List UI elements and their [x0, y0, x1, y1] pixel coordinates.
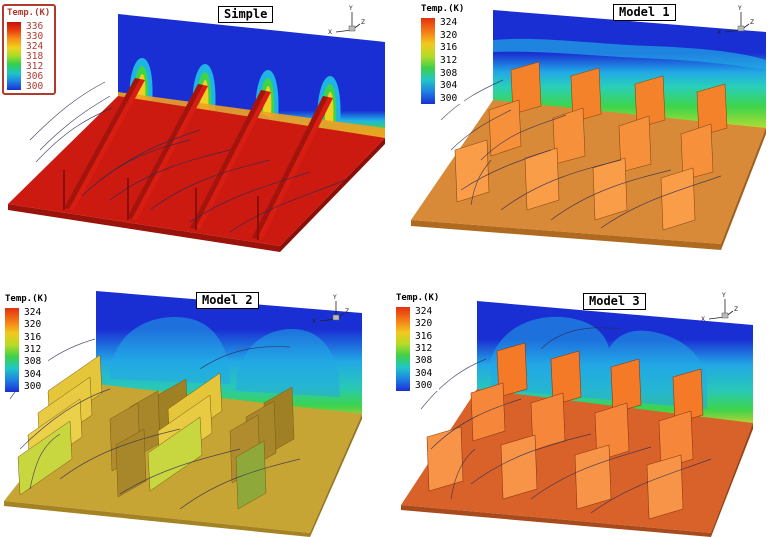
legend-tick: 312: [415, 342, 433, 354]
legend-tick: 316: [24, 331, 42, 343]
fins: [17, 354, 295, 510]
axis-x-label: X: [328, 29, 332, 36]
panel-title: Simple: [218, 6, 274, 23]
axis-y-label: Y: [332, 294, 337, 301]
legend-tick: 304: [24, 368, 42, 380]
axis-triad: Y X Z: [717, 5, 754, 36]
axis-z-label: Z: [345, 308, 349, 315]
legend-tick: 318: [26, 51, 44, 62]
legend-tick: 320: [415, 318, 433, 330]
floor: [8, 96, 385, 246]
temperature-legend: Temp.(K) 324 320 316 312 308 304 300: [5, 294, 49, 392]
axis-x-label: X: [717, 29, 721, 36]
panel-title: Model 3: [583, 293, 646, 310]
model-2-contour-plot: Y X Z: [4, 291, 362, 537]
axis-z-label: Z: [361, 19, 365, 26]
fins: [454, 61, 728, 231]
axis-triad: Y X Z: [701, 292, 738, 323]
fins: [426, 342, 704, 520]
legend-tick: 316: [415, 330, 433, 342]
legend-tick: 300: [415, 379, 433, 391]
legend-tick: 336: [26, 21, 44, 32]
model-3-contour-plot: Y X Z: [401, 292, 753, 537]
legend-tick: 304: [440, 80, 458, 92]
streamlines: [29, 81, 346, 233]
axis-x-label: X: [701, 316, 705, 323]
legend-tick: 308: [415, 355, 433, 367]
panel-model-3: Y X Z Model 3 Temp.(K) 324 320 316 312 3…: [391, 269, 782, 537]
fins: [63, 78, 333, 240]
legend-tick: 330: [26, 31, 44, 42]
legend-tick: 316: [440, 42, 458, 54]
legend-tick: 312: [26, 61, 44, 72]
legend-tick: 320: [24, 319, 42, 331]
colorbar: [396, 307, 410, 391]
temperature-legend: Temp.(K) 324 320 316 312 308 304 300: [396, 293, 440, 391]
temperature-legend: Temp.(K) 336 330 324 318 312 306 300: [2, 4, 57, 95]
temperature-legend: Temp.(K) 324 320 316 312 308 304 300: [421, 4, 465, 104]
axis-x-label: X: [312, 318, 316, 325]
legend-tick: 300: [24, 380, 42, 392]
panel-title: Model 1: [613, 4, 676, 21]
legend-title: Temp.(K): [5, 294, 49, 304]
panel-title: Model 2: [196, 292, 259, 309]
axis-z-label: Z: [734, 306, 738, 313]
legend-tick: 312: [440, 54, 458, 66]
colorbar: [7, 22, 21, 90]
legend-tick: 308: [440, 67, 458, 79]
legend-tick: 324: [440, 17, 458, 28]
axis-y-label: Y: [348, 5, 353, 12]
legend-tick: 320: [440, 29, 458, 41]
legend-tick: 304: [415, 367, 433, 379]
axis-y-label: Y: [737, 5, 742, 12]
legend-tick: 324: [415, 306, 433, 317]
colorbar: [421, 18, 435, 104]
legend-tick: 308: [24, 356, 42, 368]
axis-z-label: Z: [750, 19, 754, 26]
panel-model-2: Y X Z Model 2 Temp.(K) 324 320 316 312 3…: [0, 269, 391, 537]
axis-y-label: Y: [721, 292, 726, 299]
panel-simple: Y X Z Simple Temp.(K) 336 330 324 318 31…: [0, 0, 391, 268]
streamlines: [420, 327, 712, 514]
panel-model-1: Y X Z Model 1 Temp.(K) 324 320 316 312 3…: [391, 0, 782, 268]
colorbar: [5, 308, 19, 392]
legend-title: Temp.(K): [396, 293, 440, 303]
legend-tick: 324: [24, 307, 42, 318]
legend-tick: 324: [26, 41, 44, 52]
legend-tick: 306: [26, 71, 44, 82]
axis-triad: Y X Z: [312, 294, 349, 325]
model-1-contour-plot: Y X Z: [411, 5, 766, 250]
streamlines: [440, 79, 722, 229]
legend-tick: 312: [24, 343, 42, 355]
streamlines: [9, 338, 301, 510]
legend-tick: 300: [26, 81, 44, 92]
legend-title: Temp.(K): [7, 8, 51, 18]
axis-triad: Y X Z: [328, 5, 365, 36]
legend-title: Temp.(K): [421, 4, 465, 14]
simple-contour-plot: Y X Z: [8, 5, 385, 252]
legend-tick: 300: [440, 92, 458, 104]
